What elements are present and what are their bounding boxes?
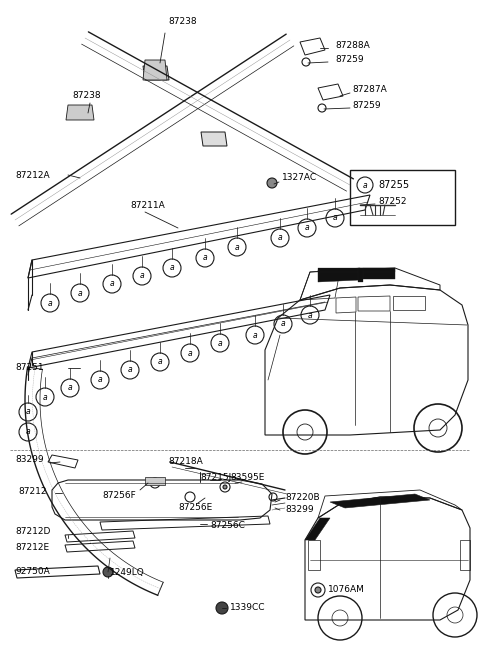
Text: a: a (252, 331, 257, 339)
Text: 87218A: 87218A (168, 457, 203, 466)
Text: 87259: 87259 (335, 56, 364, 64)
Text: 1076AM: 1076AM (328, 586, 365, 595)
Text: 87259: 87259 (352, 102, 381, 111)
Text: a: a (68, 383, 72, 392)
Polygon shape (363, 268, 395, 279)
Polygon shape (318, 268, 395, 272)
Polygon shape (318, 268, 360, 282)
Text: 87215J: 87215J (200, 474, 231, 483)
Text: a: a (128, 365, 132, 375)
Text: 87212E: 87212E (15, 544, 49, 553)
Text: 87220B: 87220B (285, 493, 320, 502)
Text: a: a (110, 280, 114, 288)
Text: 87212D: 87212D (15, 527, 50, 536)
Text: a: a (203, 253, 207, 263)
Polygon shape (358, 268, 363, 282)
Circle shape (223, 485, 227, 489)
Text: a: a (43, 392, 48, 402)
Text: 92750A: 92750A (15, 567, 50, 576)
Text: 87252: 87252 (378, 198, 407, 206)
Text: 1339CC: 1339CC (230, 603, 265, 612)
Text: a: a (140, 272, 144, 280)
Text: a: a (278, 233, 282, 242)
Text: 87238: 87238 (72, 90, 101, 100)
Text: a: a (308, 310, 312, 320)
Text: a: a (26, 407, 30, 417)
Text: 83299: 83299 (285, 506, 313, 514)
Text: a: a (188, 348, 192, 358)
Text: 1249LQ: 1249LQ (110, 567, 145, 576)
Polygon shape (201, 132, 227, 146)
Text: a: a (98, 375, 102, 384)
Text: 87256F: 87256F (102, 491, 136, 500)
Text: 87256E: 87256E (178, 504, 212, 512)
Polygon shape (66, 105, 94, 120)
Text: 83595E: 83595E (230, 474, 264, 483)
Text: a: a (281, 320, 285, 329)
Text: 87238: 87238 (168, 18, 197, 26)
Text: a: a (235, 242, 240, 252)
Polygon shape (143, 60, 167, 80)
Text: a: a (363, 181, 367, 189)
Circle shape (103, 567, 113, 577)
Text: 87212: 87212 (18, 487, 47, 496)
Text: 87256C: 87256C (210, 521, 245, 531)
Text: a: a (78, 288, 82, 297)
Circle shape (216, 602, 228, 614)
Text: a: a (218, 339, 222, 348)
Text: a: a (333, 214, 337, 223)
Circle shape (315, 587, 321, 593)
Text: 87255: 87255 (378, 180, 409, 190)
Text: a: a (170, 263, 174, 272)
Text: a: a (158, 358, 162, 367)
Text: a: a (305, 223, 309, 233)
Text: 1327AC: 1327AC (282, 174, 317, 183)
Text: a: a (48, 299, 52, 307)
Circle shape (267, 178, 277, 188)
Text: 87287A: 87287A (352, 86, 387, 94)
Text: 83299: 83299 (15, 455, 44, 464)
Text: a: a (26, 428, 30, 436)
Polygon shape (305, 518, 330, 540)
Polygon shape (145, 477, 165, 485)
Polygon shape (330, 494, 430, 508)
Text: 87211A: 87211A (130, 200, 165, 210)
Text: 87251: 87251 (15, 364, 44, 373)
Polygon shape (143, 66, 169, 80)
Text: 87288A: 87288A (335, 41, 370, 50)
Text: 87212A: 87212A (15, 170, 49, 179)
